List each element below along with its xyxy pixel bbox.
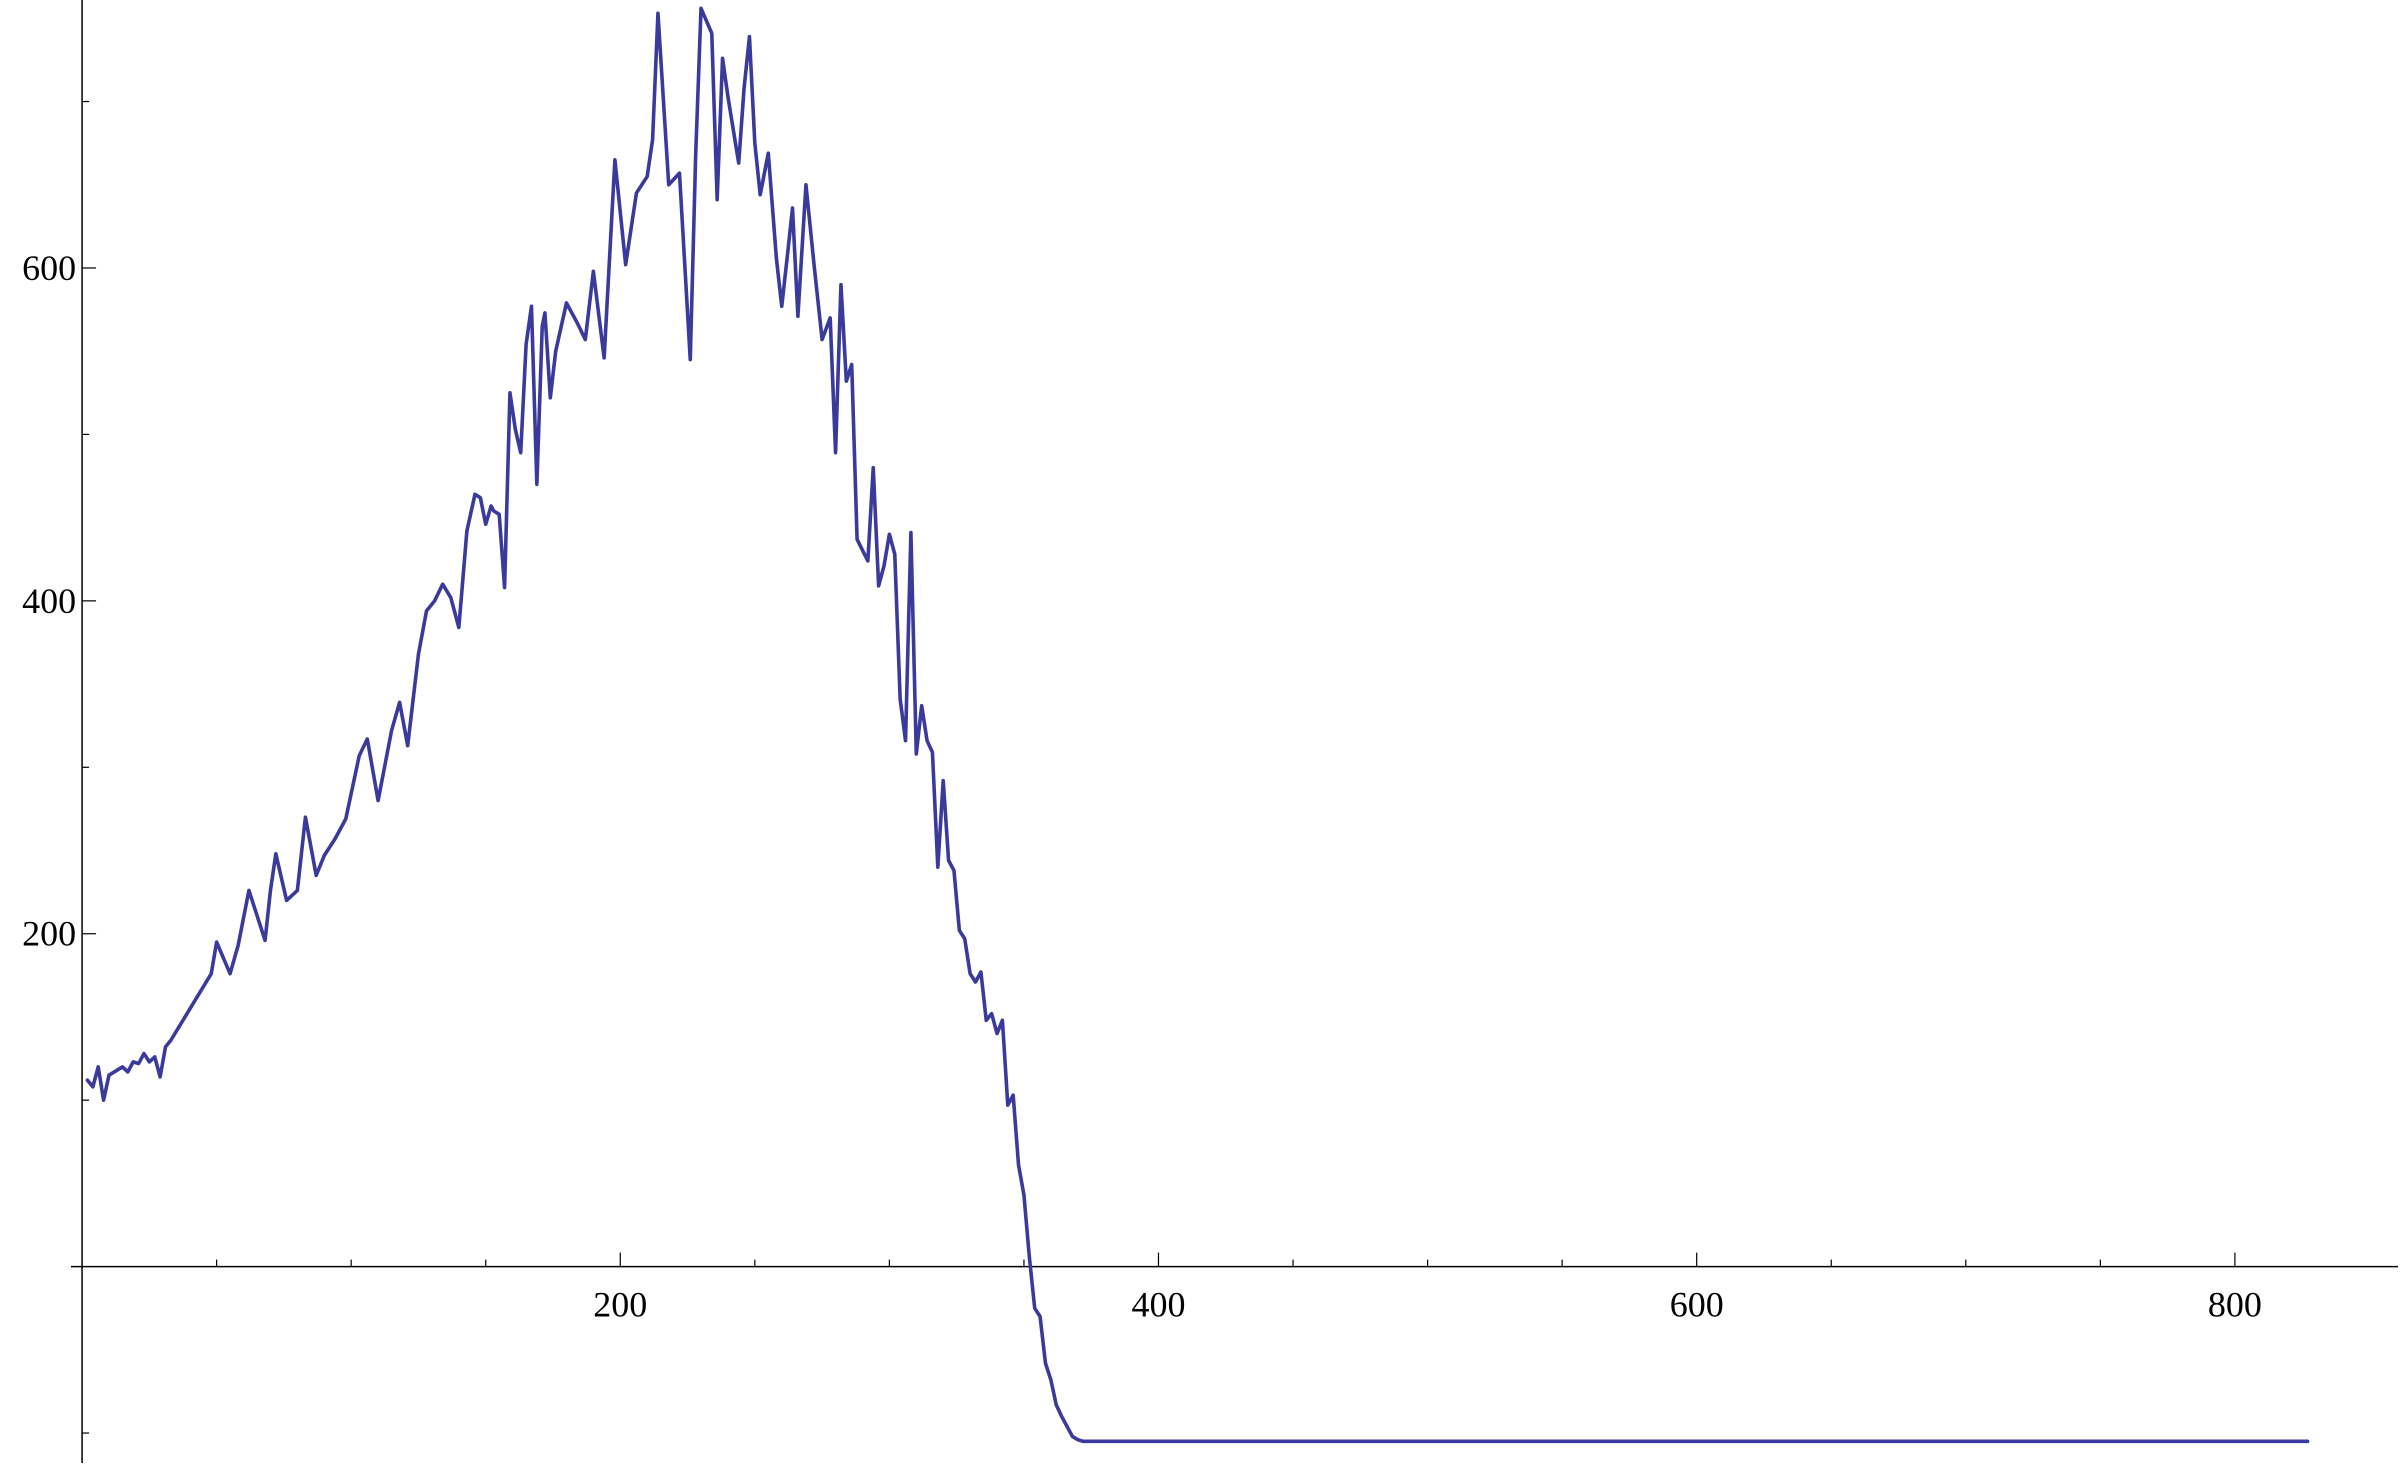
series-line-1 — [85, 6, 2310, 1444]
y-tick-label: 200 — [22, 914, 76, 954]
x-tick-label: 600 — [1670, 1285, 1724, 1325]
plot-area — [85, 6, 2310, 1444]
axes — [71, 0, 2398, 1463]
y-tick-label: 600 — [22, 248, 76, 288]
y-tick-label: 400 — [22, 581, 76, 621]
x-tick-label: 400 — [1131, 1285, 1185, 1325]
axis-ticks — [82, 100, 2236, 1434]
tick-labels: 200 400 600 800 200 400 600 — [22, 248, 2262, 1325]
x-tick-label: 200 — [593, 1285, 647, 1325]
x-tick-label: 800 — [2208, 1285, 2262, 1325]
